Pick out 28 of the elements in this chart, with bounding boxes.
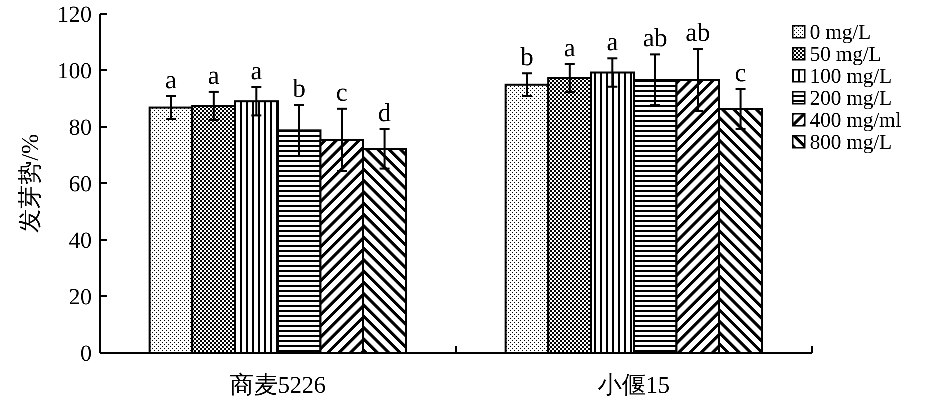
x-tick-label: 小偃15 bbox=[598, 373, 670, 399]
y-tick-label: 40 bbox=[69, 228, 92, 253]
legend-label: 800 mg/L bbox=[810, 130, 892, 154]
data-label: d bbox=[378, 98, 392, 128]
y-tick-label: 100 bbox=[58, 58, 92, 84]
x-tick-label: 商麦5226 bbox=[230, 372, 326, 399]
y-tick-label: 0 bbox=[80, 341, 92, 366]
legend-label: 0 mg/L bbox=[810, 20, 872, 44]
data-label: c bbox=[735, 58, 747, 88]
data-label: a bbox=[606, 28, 619, 57]
legend-label: 50 mg/L bbox=[810, 42, 882, 66]
data-label: a bbox=[165, 65, 178, 94]
y-tick-label: 120 bbox=[58, 2, 92, 27]
data-label: ab bbox=[643, 24, 668, 53]
legend-label: 200 mg/L bbox=[810, 86, 892, 110]
data-label: a bbox=[208, 60, 220, 90]
data-label: a bbox=[564, 33, 576, 62]
legend-label: 100 mg/L bbox=[810, 64, 892, 88]
legend-label: 400 mg/ml bbox=[810, 108, 902, 132]
data-label: c bbox=[336, 78, 348, 107]
y-tick-label: 60 bbox=[69, 172, 92, 196]
y-tick-label: 80 bbox=[69, 115, 92, 140]
data-label: ab bbox=[686, 18, 710, 48]
y-axis-title: 发芽势/% bbox=[18, 134, 44, 233]
data-label: b bbox=[292, 74, 306, 104]
y-tick-label: 20 bbox=[69, 284, 92, 310]
data-label: a bbox=[250, 56, 263, 86]
data-label: b bbox=[520, 42, 534, 72]
